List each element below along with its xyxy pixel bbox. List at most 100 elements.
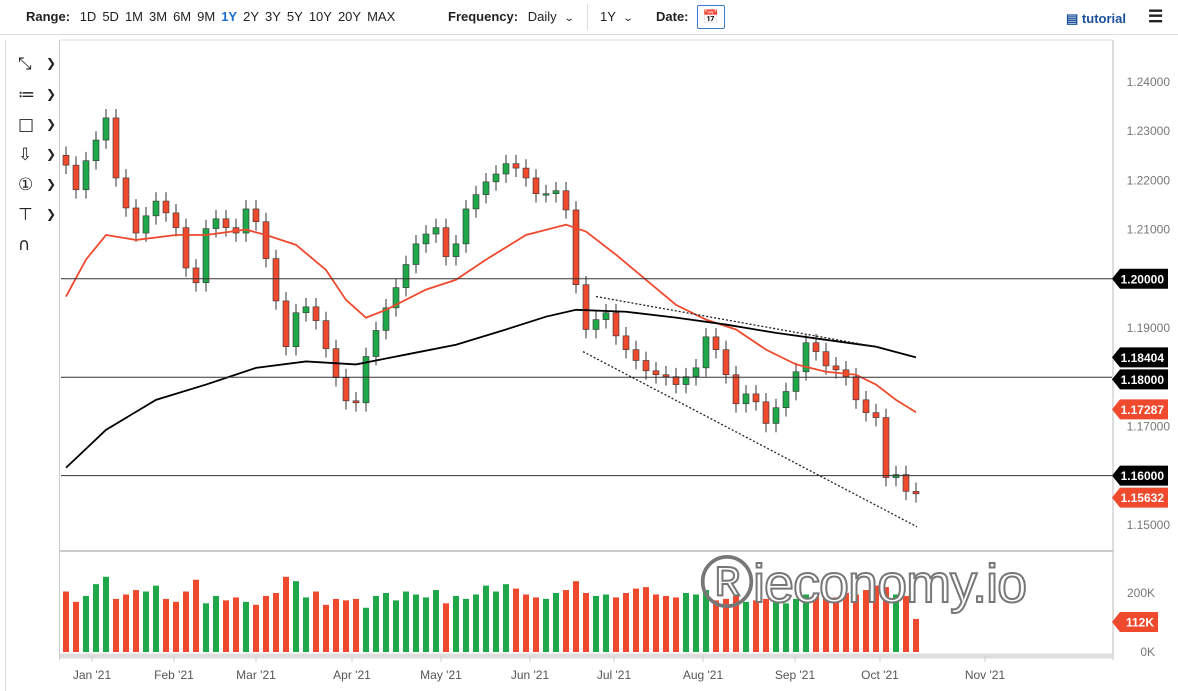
volume-bar xyxy=(103,576,109,652)
candle xyxy=(622,327,630,359)
arrow-down-tool-icon[interactable]: ⇩ ❯ xyxy=(18,145,57,165)
candle xyxy=(62,146,70,175)
volume-bar xyxy=(493,591,499,652)
volume-bar xyxy=(843,593,849,652)
magnet-icon[interactable]: ∩ xyxy=(18,235,31,255)
candle-body xyxy=(672,376,680,385)
candle-body xyxy=(132,207,140,234)
candle-body xyxy=(272,258,280,302)
volume-bar xyxy=(763,598,769,652)
range-1d[interactable]: 1D xyxy=(79,9,97,24)
candle xyxy=(422,225,430,253)
candle-body xyxy=(92,139,100,162)
tutorial-link[interactable]: ▤ tutorial xyxy=(1066,11,1126,27)
range-20y[interactable]: 20Y xyxy=(337,9,362,24)
hamburger-icon[interactable]: ☰ xyxy=(1148,7,1164,26)
volume-bar xyxy=(283,576,289,652)
volume-bar xyxy=(213,595,219,652)
counter-tool-icon[interactable]: ① ❯ xyxy=(18,175,57,195)
x-tick-label: Nov '21 xyxy=(965,668,1006,682)
chevron-down-icon[interactable]: ⌄ xyxy=(563,13,575,24)
candle-body xyxy=(212,218,220,229)
period-value[interactable]: 1Y xyxy=(600,9,616,24)
volume-tick-label: 0K xyxy=(1140,645,1155,659)
candle-body xyxy=(662,374,670,378)
candle xyxy=(742,385,750,413)
volume-bar xyxy=(793,598,799,652)
range-5d[interactable]: 5D xyxy=(102,9,119,24)
candle xyxy=(312,297,320,330)
candle xyxy=(672,367,680,394)
range-1y[interactable]: 1Y xyxy=(221,9,238,24)
candle-body xyxy=(542,193,550,196)
volume-bar xyxy=(623,593,629,652)
range-5y[interactable]: 5Y xyxy=(286,9,303,24)
x-tick-label: Sep '21 xyxy=(775,668,816,682)
volume-bar xyxy=(153,585,159,652)
range-3m[interactable]: 3M xyxy=(149,9,168,24)
candle xyxy=(462,200,470,253)
candle-body xyxy=(482,181,490,195)
volume-bar xyxy=(583,593,589,652)
volume-bar xyxy=(533,597,539,652)
range-10y[interactable]: 10Y xyxy=(308,9,332,24)
line-tool-icon[interactable]: ⤡ ❯ xyxy=(18,54,57,74)
candle-body xyxy=(192,267,200,284)
candle-body xyxy=(562,190,570,211)
candle xyxy=(792,362,800,401)
period-selector[interactable]: 1Y ⌄ xyxy=(600,9,634,24)
volume-bar xyxy=(803,594,809,652)
candle-body xyxy=(592,319,600,330)
volume-bar xyxy=(73,601,79,652)
measure-tool-icon[interactable]: ⊤ ❯ xyxy=(18,205,57,225)
candle-body xyxy=(612,312,620,337)
candle-body xyxy=(632,349,640,361)
calendar-icon[interactable]: 📅 xyxy=(697,5,725,29)
candle xyxy=(822,342,830,375)
range-max[interactable]: MAX xyxy=(367,9,396,24)
range-2y[interactable]: 2Y xyxy=(243,9,259,24)
price-label-bg xyxy=(1112,399,1168,420)
frequency-value[interactable]: Daily xyxy=(527,9,557,24)
volume-bar xyxy=(373,595,379,652)
candle xyxy=(302,297,310,322)
price-label-bg xyxy=(1112,369,1168,390)
volume-bar xyxy=(663,595,669,652)
volume-bar xyxy=(403,591,409,652)
volume-bar xyxy=(573,581,579,652)
candle xyxy=(722,340,730,384)
candle-body xyxy=(822,351,830,367)
volume-bar xyxy=(703,590,709,652)
candle-body xyxy=(652,370,660,376)
fibonacci-tool-icon[interactable]: ≔ ❯ xyxy=(18,85,57,105)
price-label: 1.20000 xyxy=(1112,268,1168,289)
range-9m[interactable]: 9M xyxy=(197,9,216,24)
volume-bar xyxy=(563,590,569,652)
candle-body xyxy=(252,208,260,223)
rectangle-tool-icon[interactable]: □ ❯ xyxy=(18,115,57,135)
candle xyxy=(162,192,170,222)
range-6m[interactable]: 6M xyxy=(173,9,192,24)
volume-bar xyxy=(813,593,819,652)
range-1m[interactable]: 1M xyxy=(124,9,143,24)
volume-tick-label: 200K xyxy=(1127,586,1155,600)
price-label-text: 1.20000 xyxy=(1121,272,1165,286)
candle xyxy=(282,292,290,356)
range-3y[interactable]: 3Y xyxy=(265,9,281,24)
candle-body xyxy=(142,215,150,234)
candle-body xyxy=(692,367,700,378)
candle-body xyxy=(102,117,110,141)
candle xyxy=(442,218,450,266)
frequency-selector[interactable]: Frequency: Daily ⌄ xyxy=(448,9,575,24)
candle xyxy=(732,365,740,413)
chevron-down-icon[interactable]: ⌄ xyxy=(622,13,634,24)
candle xyxy=(102,109,110,149)
candle xyxy=(132,199,140,242)
candle xyxy=(342,368,350,410)
candle-body xyxy=(752,393,760,403)
volume-bar xyxy=(293,581,299,652)
price-label-text: 1.18000 xyxy=(1121,373,1165,387)
volume-last-label: 112K xyxy=(1126,616,1154,630)
candle-body xyxy=(882,417,890,478)
